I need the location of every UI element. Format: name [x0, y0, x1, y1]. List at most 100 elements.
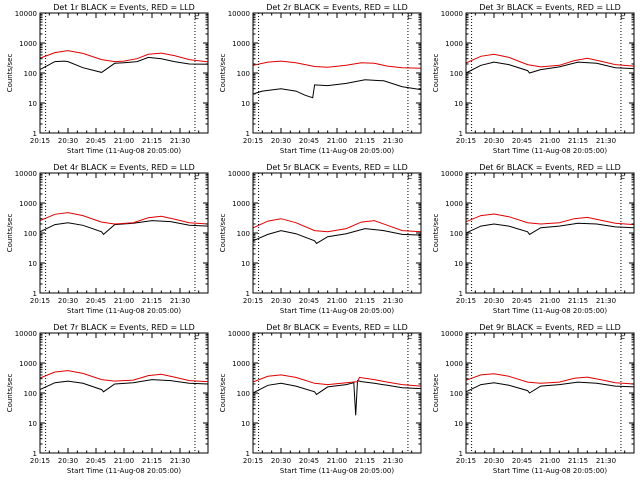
y-tick-label: 100: [450, 70, 463, 78]
x-tick-label: 21:15: [355, 457, 375, 465]
plot-frame: [465, 172, 635, 294]
plot-area: [253, 374, 421, 416]
x-tick-label: 21:30: [170, 137, 190, 145]
x-tick-label: 20:30: [58, 297, 78, 305]
y-tick-label: 1: [246, 130, 250, 138]
y-tick-label: 10: [454, 420, 463, 428]
plot-area: [466, 373, 634, 394]
y-tick-label: 100: [237, 70, 250, 78]
x-tick-label: 20:45: [512, 137, 532, 145]
y-tick-label: 1000: [445, 360, 463, 368]
y-tick-label: 1: [459, 290, 463, 298]
x-tick-label: 20:45: [299, 297, 319, 305]
plot-area: [40, 370, 208, 393]
x-tick-label: 20:15: [30, 297, 50, 305]
x-axis-label: Start Time (11-Aug-08 20:05:00): [67, 147, 181, 155]
x-tick-label: 21:00: [114, 457, 134, 465]
x-tick-label: 21:15: [568, 137, 588, 145]
y-tick-label: 1000: [445, 200, 463, 208]
plot-area: [40, 212, 208, 236]
lld-series-line: [253, 60, 421, 69]
x-axis-label: Start Time (11-Aug-08 20:05:00): [280, 307, 394, 315]
lld-series-line: [466, 373, 634, 385]
y-axis-label: Counts/sec: [432, 214, 440, 253]
x-tick-label: 20:15: [456, 137, 476, 145]
x-tick-label: 21:30: [596, 297, 616, 305]
x-tick-label: 20:15: [243, 297, 263, 305]
corner-mark: E: [407, 12, 412, 21]
y-tick-label: 10000: [441, 330, 463, 338]
x-tick-label: 21:30: [170, 297, 190, 305]
y-tick-label: 10: [241, 260, 250, 268]
lld-series-line: [40, 50, 208, 63]
y-tick-label: 10: [28, 260, 37, 268]
x-tick-label: 21:00: [540, 297, 560, 305]
x-axis-label: Start Time (11-Aug-08 20:05:00): [493, 307, 607, 315]
x-tick-label: 21:00: [540, 137, 560, 145]
y-tick-label: 1: [459, 130, 463, 138]
x-tick-label: 20:30: [271, 457, 291, 465]
x-tick-label: 20:30: [58, 457, 78, 465]
x-axis-label: Start Time (11-Aug-08 20:05:00): [67, 307, 181, 315]
x-tick-label: 21:15: [142, 457, 162, 465]
x-axis-label: Start Time (11-Aug-08 20:05:00): [67, 467, 181, 475]
y-tick-label: 10: [454, 100, 463, 108]
events-series-line: [253, 79, 421, 99]
y-tick-label: 10000: [15, 330, 37, 338]
events-series-line: [40, 379, 208, 393]
y-tick-label: 1: [33, 290, 37, 298]
x-tick-label: 21:15: [355, 137, 375, 145]
plot-frame: [39, 172, 209, 294]
lld-series-line: [40, 370, 208, 383]
lld-series-line: [253, 218, 421, 233]
y-tick-label: 100: [237, 390, 250, 398]
plot-area: [466, 53, 634, 74]
x-tick-label: 20:15: [456, 297, 476, 305]
y-tick-label: 1000: [19, 40, 37, 48]
x-tick-label: 20:30: [271, 297, 291, 305]
panel-title: Det 7r BLACK = Events, RED = LLD: [53, 323, 195, 332]
events-series-line: [40, 220, 208, 236]
plot-area: [466, 213, 634, 236]
y-axis-label: Counts/sec: [6, 214, 14, 253]
x-tick-label: 21:00: [114, 297, 134, 305]
x-tick-label: 20:45: [512, 457, 532, 465]
corner-mark: E: [407, 172, 412, 181]
panel-title: Det 1r BLACK = Events, RED = LLD: [53, 3, 195, 12]
x-tick-label: 20:30: [271, 137, 291, 145]
y-tick-label: 100: [24, 230, 37, 238]
y-tick-label: 10: [28, 420, 37, 428]
corner-mark: E: [194, 12, 199, 21]
lld-series-line: [466, 213, 634, 226]
y-axis-label: Counts/sec: [219, 54, 227, 93]
x-tick-label: 21:00: [327, 137, 347, 145]
x-axis-label: Start Time (11-Aug-08 20:05:00): [280, 147, 394, 155]
x-tick-label: 21:30: [383, 137, 403, 145]
corner-mark: E: [194, 332, 199, 341]
lld-series-line: [40, 212, 208, 225]
x-tick-label: 21:15: [568, 457, 588, 465]
corner-mark: E: [407, 332, 412, 341]
events-series-line: [253, 379, 421, 416]
panel-title: Det 4r BLACK = Events, RED = LLD: [53, 163, 195, 172]
y-axis-label: Counts/sec: [219, 374, 227, 413]
events-series-line: [253, 228, 421, 245]
y-tick-label: 10: [241, 100, 250, 108]
plot-frame: [252, 12, 422, 134]
corner-mark: E: [194, 172, 199, 181]
y-tick-label: 10000: [441, 10, 463, 18]
panel-title: Det 6r BLACK = Events, RED = LLD: [479, 163, 621, 172]
y-axis-label: Counts/sec: [219, 214, 227, 253]
y-tick-label: 100: [24, 70, 37, 78]
x-tick-label: 20:30: [484, 137, 504, 145]
x-tick-label: 20:30: [484, 457, 504, 465]
lld-series-line: [466, 53, 634, 68]
y-tick-label: 100: [450, 230, 463, 238]
x-tick-label: 20:45: [86, 137, 106, 145]
